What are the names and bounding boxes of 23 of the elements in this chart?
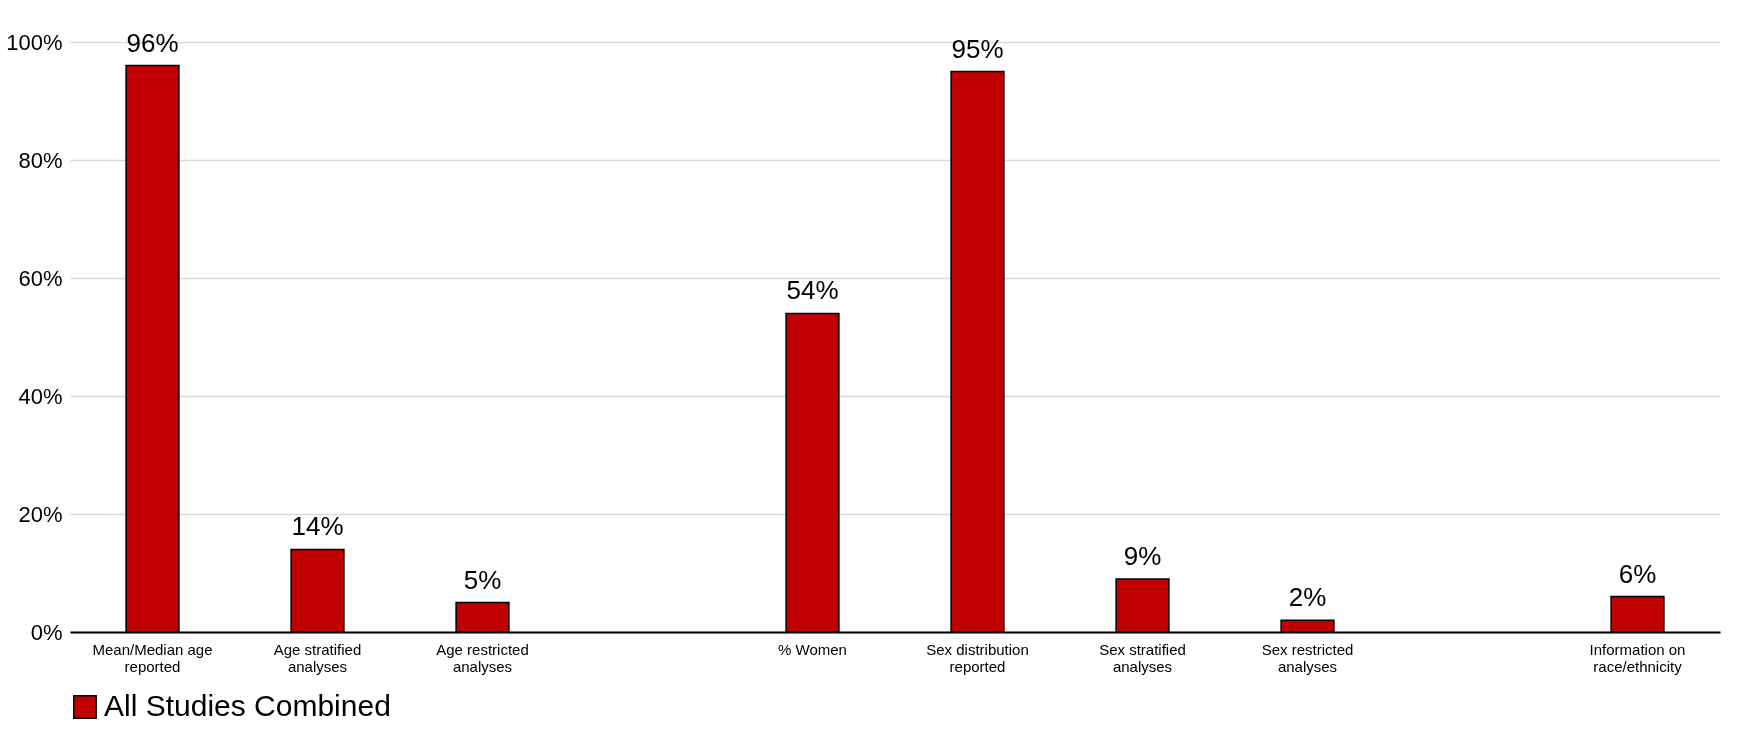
text: 54% [786, 275, 839, 306]
x-tick-label: Information on race/ethnicity [1589, 640, 1686, 675]
x-tick-label: Mean/Median age reported [92, 640, 213, 675]
legend-label: All Studies Combined [104, 689, 391, 722]
x-tick-label: % Women [778, 640, 847, 658]
x-tick-label: Sex distribution reported [926, 640, 1029, 675]
y-tick-label: 40% [18, 383, 63, 409]
text: 96% [126, 27, 179, 58]
text: 6% [1618, 558, 1657, 589]
x-tick-label: Age restricted analyses [436, 640, 529, 675]
text: 2% [1288, 582, 1327, 613]
text: 5% [463, 564, 502, 595]
text: 95% [951, 33, 1004, 64]
x-tick-label: Sex stratified analyses [1099, 640, 1186, 675]
x-tick-label: Sex restricted analyses [1261, 640, 1354, 675]
text: 9% [1123, 540, 1162, 571]
y-tick-label: 20% [18, 501, 63, 527]
x-tick-label: Age stratified analyses [273, 640, 362, 675]
text: 14% [291, 511, 344, 542]
y-tick-label: 60% [18, 265, 63, 291]
y-tick-label: 80% [18, 147, 63, 173]
y-tick-label: 0% [30, 619, 63, 645]
y-tick-label: 100% [6, 29, 63, 55]
